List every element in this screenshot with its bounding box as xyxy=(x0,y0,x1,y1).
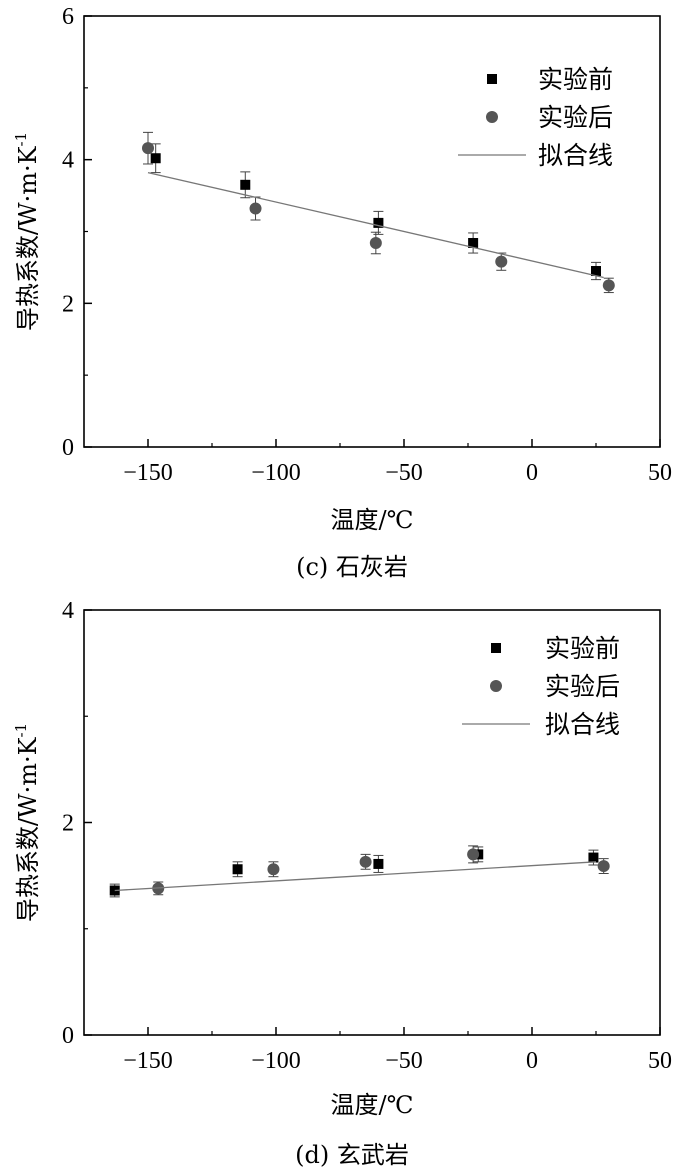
data-point-before xyxy=(373,858,384,869)
legend-label-fit: 拟合线 xyxy=(538,141,613,170)
x-tick-label: −100 xyxy=(251,1048,301,1074)
data-point-after xyxy=(369,236,382,249)
x-tick-label: 50 xyxy=(648,1048,672,1074)
fit-line xyxy=(114,861,597,892)
y-tick-label: 0 xyxy=(62,435,74,461)
panel-d: −150 −100 −50 0 50 0 2 4 温度/℃ 导热系数/W·m·K-1 (d) 玄武岩… xyxy=(12,598,672,1169)
legend-label-fit: 拟合线 xyxy=(545,710,620,739)
figure-caption: (d) 玄武岩 xyxy=(295,1141,409,1169)
x-tick-label: 0 xyxy=(526,460,538,486)
data-point-after xyxy=(597,860,610,873)
data-point-before xyxy=(468,237,479,248)
data-point-before xyxy=(373,217,384,228)
data-point-after xyxy=(267,863,280,876)
x-tick-label: −50 xyxy=(385,460,423,486)
legend-marker-before xyxy=(487,74,497,84)
fit-line xyxy=(147,171,604,279)
data-point-after xyxy=(602,279,615,292)
y-tick-label: 2 xyxy=(62,291,74,317)
panel-c: −150 −100 −50 0 50 0 2 4 6 温度/℃ 导热系数/W·m·K-1 (c) 石灰… xyxy=(12,4,672,581)
legend-marker-before xyxy=(491,643,501,653)
y-tick-label: 4 xyxy=(62,148,74,174)
x-axis-label: 温度/℃ xyxy=(331,506,414,534)
data-point-after xyxy=(142,142,154,155)
legend-marker-after xyxy=(486,111,498,123)
legend-label-after: 实验后 xyxy=(545,672,620,701)
y-axis-label: 导热系数/W·m·K-1 xyxy=(12,132,42,331)
legend-label-before: 实验前 xyxy=(545,634,620,663)
x-axis-label: 温度/℃ xyxy=(331,1091,414,1119)
data-point-before xyxy=(591,266,601,277)
x-tick-label: −50 xyxy=(385,1048,423,1074)
figure-caption: (c) 石灰岩 xyxy=(296,553,408,581)
y-tick-label: 6 xyxy=(62,4,74,30)
x-tick-label: −150 xyxy=(123,1048,173,1074)
data-point-before xyxy=(588,852,599,863)
legend-label-before: 实验前 xyxy=(538,65,613,94)
data-point-before xyxy=(150,153,161,164)
data-point-after xyxy=(495,255,508,268)
x-tick-label: 0 xyxy=(526,1048,538,1074)
x-tick-label: 50 xyxy=(648,460,672,486)
data-point-after xyxy=(249,202,262,215)
legend-label-after: 实验后 xyxy=(538,103,613,132)
y-tick-label: 2 xyxy=(62,811,74,837)
data-point-after xyxy=(467,848,480,861)
legend-marker-after xyxy=(490,680,502,692)
y-tick-label: 0 xyxy=(62,1023,74,1049)
x-tick-label: −100 xyxy=(251,460,301,486)
data-point-before xyxy=(240,179,251,190)
data-point-before xyxy=(232,864,243,875)
data-point-after xyxy=(359,855,372,868)
x-tick-label: −150 xyxy=(123,460,173,486)
y-tick-label: 4 xyxy=(62,598,74,624)
y-axis-label: 导热系数/W·m·K-1 xyxy=(12,723,42,922)
